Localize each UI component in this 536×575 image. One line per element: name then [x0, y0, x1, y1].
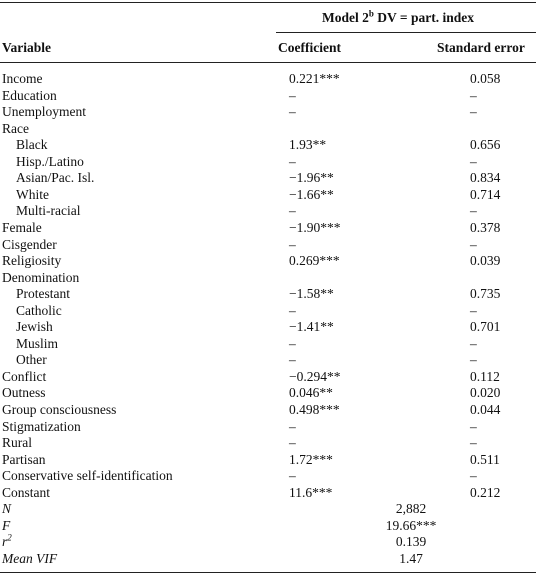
standard-error: 0.834 [470, 170, 501, 186]
row-label: Stigmatization [2, 418, 81, 434]
standard-error: 0.378 [470, 219, 501, 235]
row-label: Hisp./Latino [16, 153, 84, 169]
row-label: Education [2, 87, 57, 103]
coefficient: 1.93** [289, 137, 327, 153]
standard-error: 0.656 [470, 137, 501, 153]
standard-error: 0.058 [470, 71, 501, 86]
standard-error: 0.020 [470, 385, 501, 401]
coefficient: −1.96** [289, 170, 334, 186]
stat-label-sup: 2 [7, 532, 12, 543]
row-label: Rural [2, 435, 32, 451]
row-label: Religiosity [2, 253, 62, 269]
row-label: Partisan [2, 451, 46, 467]
stat-label: N [2, 501, 11, 517]
standard-error: – [470, 87, 477, 103]
row-label: Muslim [16, 335, 59, 351]
standard-error: 0.212 [470, 484, 501, 500]
row-label: Denomination [2, 269, 80, 285]
row-label: Other [16, 352, 47, 368]
row-label: Conflict [2, 368, 47, 384]
coefficient: 11.6*** [289, 484, 333, 500]
coefficient: 0.269*** [289, 253, 340, 269]
standard-error: 0.112 [470, 368, 500, 384]
coefficient: – [289, 104, 296, 120]
stat-label: r2 [2, 532, 12, 550]
top-rule [0, 2, 536, 3]
standard-error: 0.044 [470, 402, 501, 417]
standard-error: 0.511 [470, 451, 500, 467]
standard-error: – [470, 418, 477, 434]
row-label: Race [2, 120, 29, 136]
coefficient: – [289, 335, 296, 351]
stat-label: Mean VIF [2, 551, 57, 567]
standard-error: – [470, 302, 477, 318]
stat-label-text: Mean VIF [2, 550, 58, 566]
coefficient: – [289, 203, 296, 219]
row-label: Group consciousness [2, 402, 117, 417]
stat-label-text: F [2, 517, 11, 533]
standard-error: – [470, 203, 477, 219]
bottom-rule [0, 572, 536, 573]
coefficient: – [289, 153, 296, 169]
standard-error: – [470, 153, 477, 169]
coefficient: – [289, 236, 296, 252]
row-label: Catholic [16, 302, 62, 318]
coefficient: −1.90*** [289, 219, 341, 235]
row-label: Protestant [16, 286, 70, 302]
stat-value: 2,882 [395, 501, 427, 517]
coefficient: −1.66** [289, 186, 334, 202]
model-header: Model 2b DV = part. index [322, 8, 474, 26]
row-label: Asian/Pac. Isl. [16, 170, 95, 186]
standard-error: 0.701 [470, 319, 501, 335]
standard-error: – [470, 352, 477, 368]
coefficient: – [289, 418, 296, 434]
coefficient: 1.72*** [289, 451, 333, 467]
coefficient: – [289, 302, 296, 318]
row-label: Multi-racial [16, 203, 81, 219]
row-label: Black [16, 137, 48, 153]
coefficient: −1.58** [289, 286, 334, 302]
row-label: Unemployment [2, 104, 86, 120]
row-label: Cisgender [2, 236, 57, 252]
standard-error: 0.714 [470, 186, 501, 202]
model-header-sup: b [368, 8, 374, 19]
column-header: Standard error [437, 40, 525, 55]
model-header-text: Model 2 [322, 10, 369, 25]
standard-error: – [470, 104, 477, 120]
stat-value: 0.139 [395, 534, 427, 550]
coefficient: −0.294** [289, 368, 341, 384]
row-label: White [16, 186, 49, 202]
coefficient: – [289, 435, 296, 451]
stat-value: 19.66*** [385, 517, 437, 533]
standard-error: – [470, 435, 477, 451]
coefficient: – [289, 352, 296, 368]
model-rule [276, 32, 536, 33]
standard-error: – [470, 468, 477, 484]
standard-error: 0.039 [470, 253, 501, 269]
header-rule [0, 62, 536, 63]
coefficient: −1.41** [289, 319, 334, 335]
stat-label-text: r [2, 534, 8, 550]
row-label: Jewish [16, 319, 53, 335]
stat-label-text: N [2, 501, 12, 517]
coefficient: 0.221*** [289, 71, 340, 86]
coefficient: – [289, 87, 296, 103]
stat-value: 1.47 [399, 550, 423, 566]
standard-error: 0.735 [470, 286, 501, 302]
stat-label: F [2, 518, 10, 534]
standard-error: – [470, 236, 477, 252]
coefficient: – [289, 468, 296, 484]
column-header: Coefficient [278, 40, 341, 55]
row-label: Constant [2, 484, 51, 500]
row-label: Female [2, 219, 42, 235]
row-label: Income [2, 71, 43, 86]
row-label: Outness [2, 385, 46, 401]
column-header: Variable [2, 40, 52, 55]
row-label: Conservative self-identification [2, 468, 173, 484]
model-header-rest: DV = part. index [373, 10, 474, 25]
coefficient: 0.498*** [289, 402, 340, 417]
coefficient: 0.046** [289, 385, 333, 401]
standard-error: – [470, 335, 477, 351]
